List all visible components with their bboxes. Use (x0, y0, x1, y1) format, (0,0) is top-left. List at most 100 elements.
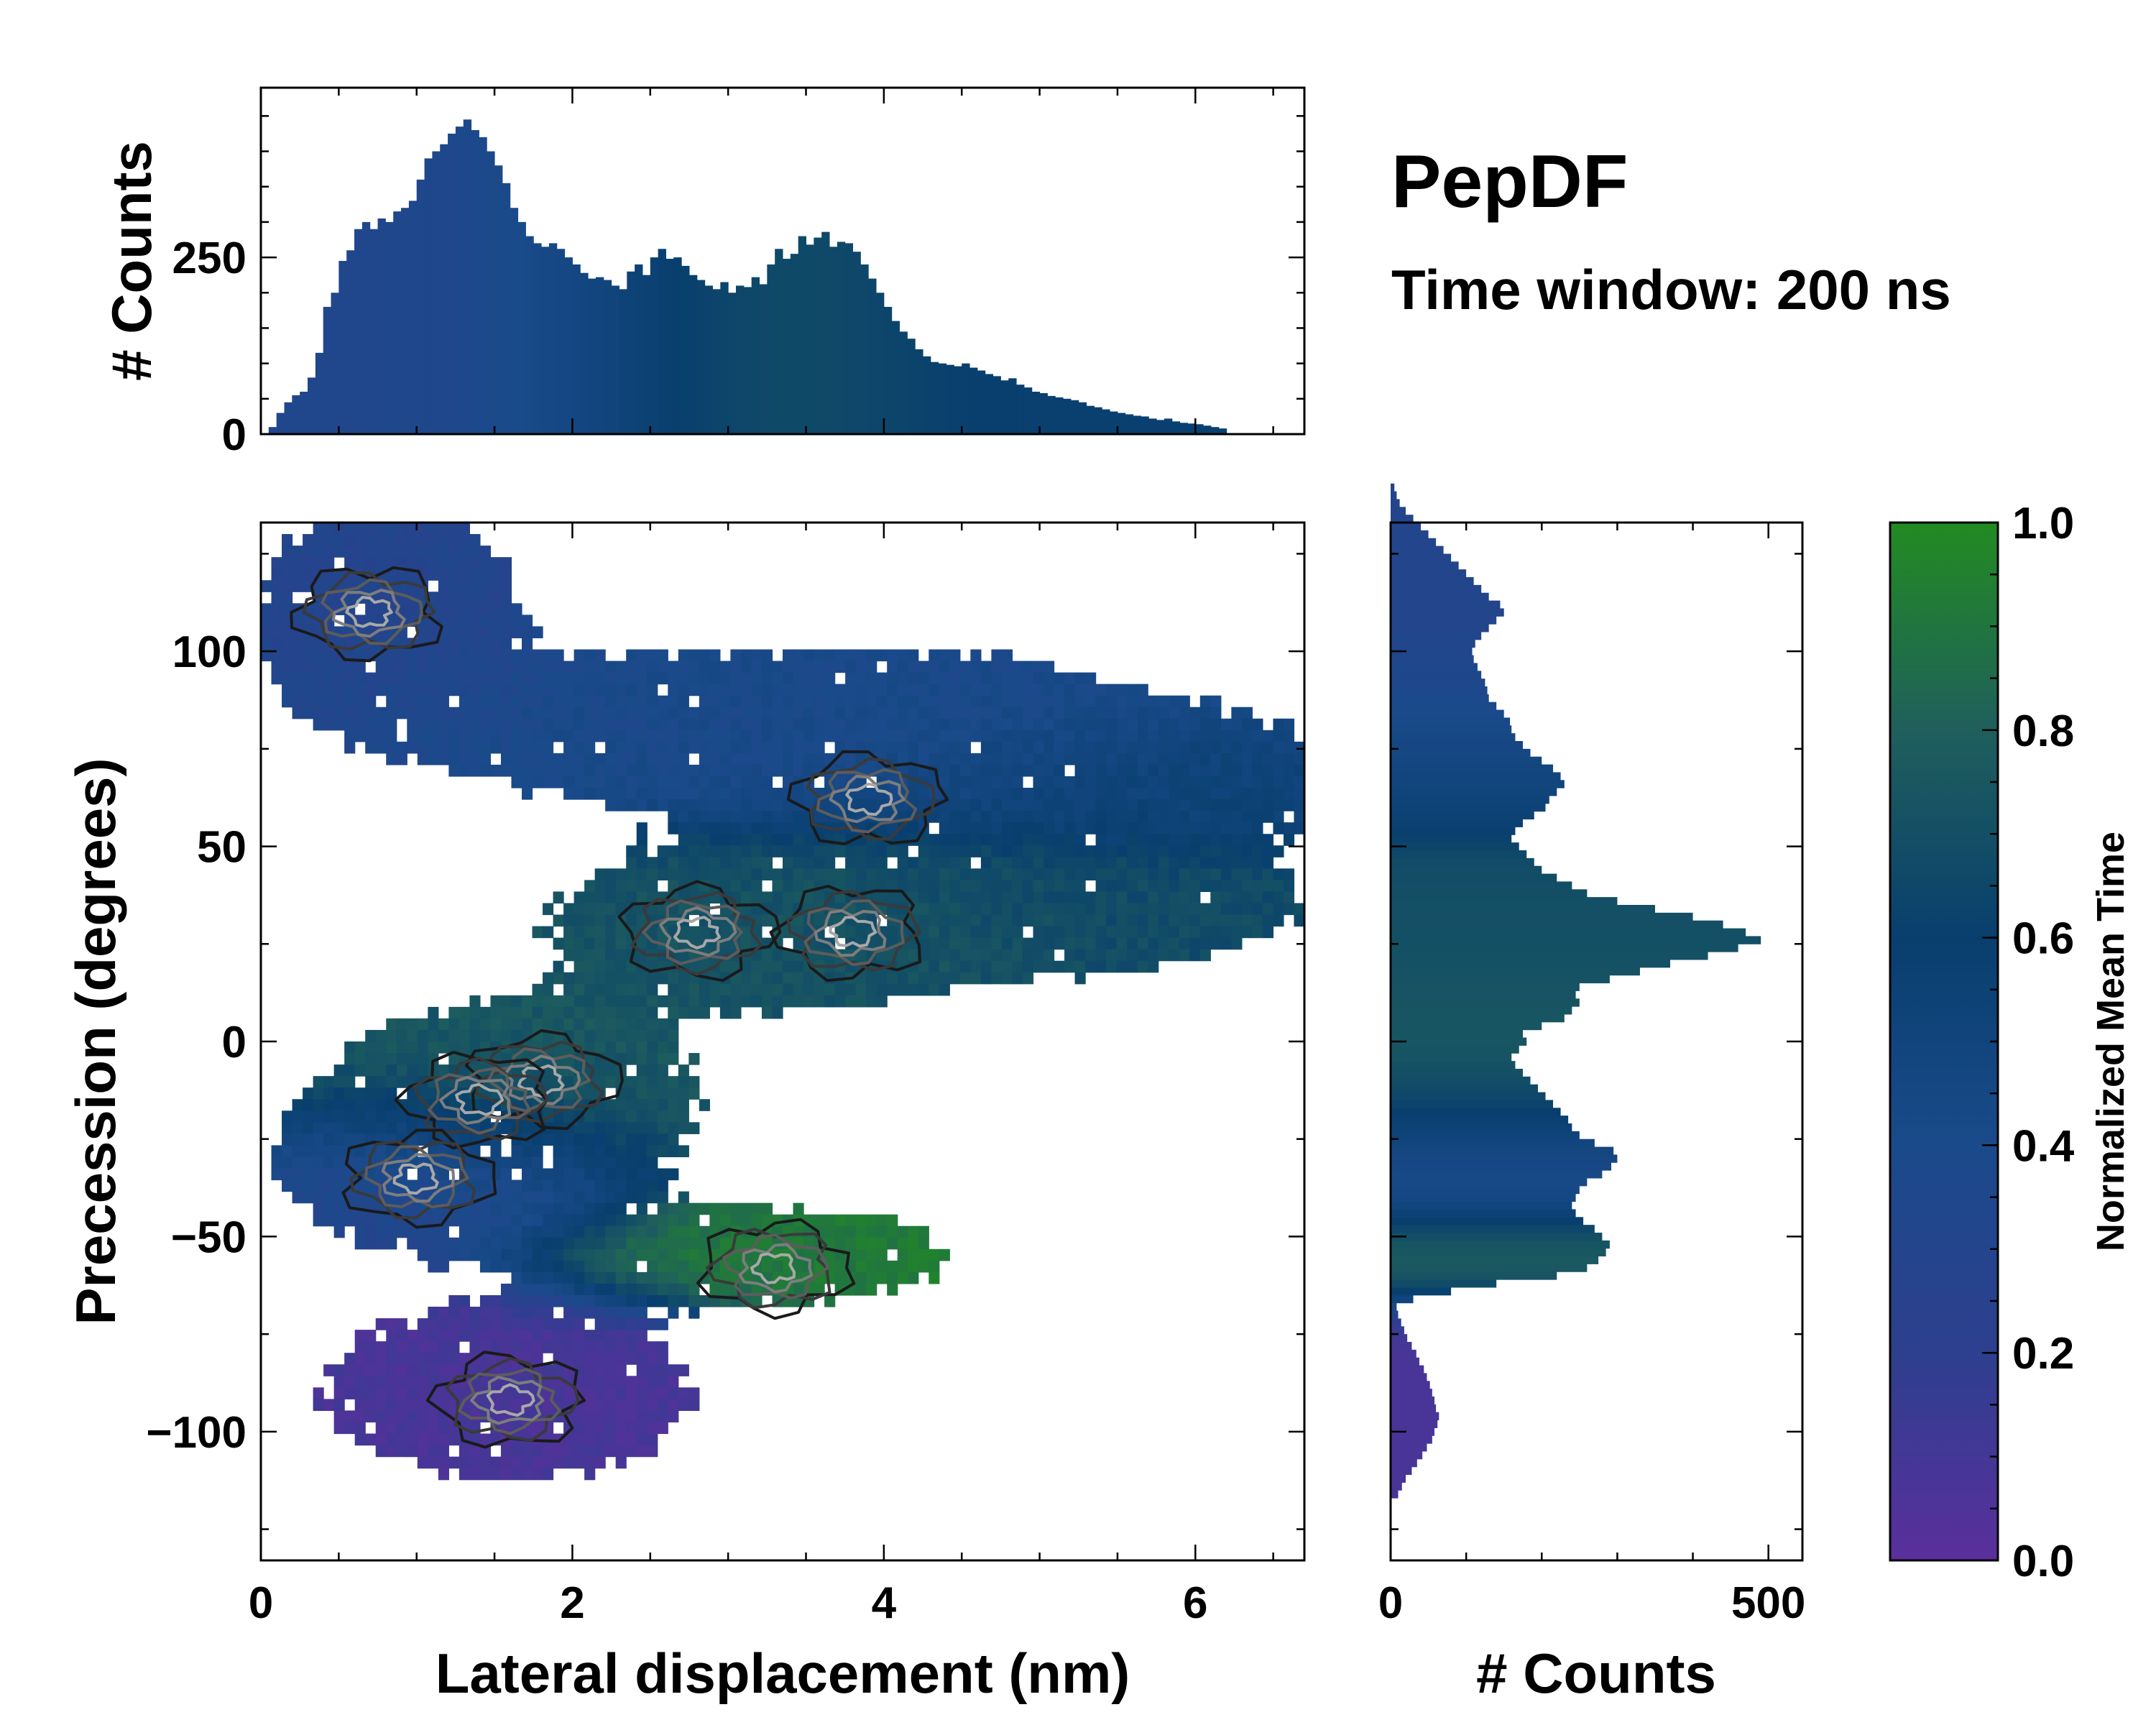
heatmap-cell (407, 672, 418, 685)
heatmap-cell (1137, 960, 1148, 973)
heatmap-cell (1001, 776, 1013, 788)
heatmap-cell (386, 1330, 397, 1342)
heatmap-cell (761, 1260, 773, 1273)
heatmap-cell (678, 1076, 689, 1088)
heatmap-cell (929, 707, 940, 719)
heatmap-cell (751, 672, 763, 685)
heatmap-cell (887, 1260, 898, 1273)
heatmap-cell (615, 1456, 627, 1469)
heatmap-cell (1273, 776, 1284, 788)
heatmap-cell (1210, 718, 1222, 731)
heatmap-cell (1252, 891, 1263, 904)
heatmap-cell (730, 741, 742, 754)
top-histogram-bar (985, 374, 994, 434)
heatmap-cell (469, 1318, 481, 1330)
heatmap-cell (626, 1145, 637, 1158)
heatmap-cell (678, 972, 689, 985)
heatmap-cell (344, 1410, 356, 1423)
heatmap-cell (407, 1399, 418, 1412)
heatmap-cell (573, 718, 585, 731)
heatmap-cell (354, 649, 366, 662)
heatmap-cell (636, 1179, 648, 1192)
heatmap-cell (876, 995, 888, 1008)
heatmap-cell (751, 649, 763, 662)
heatmap-cell (375, 707, 387, 719)
heatmap-cell (615, 695, 627, 708)
heatmap-cell (678, 1225, 689, 1238)
heatmap-cell (396, 1110, 407, 1123)
heatmap-cell (1074, 937, 1086, 950)
heatmap-cell (553, 1214, 564, 1227)
heatmap-cell (803, 845, 815, 857)
heatmap-cell (897, 1237, 908, 1250)
heatmap-cell (459, 523, 470, 535)
heatmap-cell (303, 1179, 314, 1192)
heatmap-cell (573, 1237, 585, 1250)
right-histogram-bar (1391, 1466, 1412, 1476)
heatmap-cell (1148, 695, 1159, 708)
heatmap-cell (1012, 914, 1023, 927)
heatmap-cell (1095, 891, 1107, 904)
heatmap-cell (438, 718, 449, 731)
heatmap-cell (719, 926, 731, 939)
heatmap-cell (887, 880, 898, 893)
heatmap-cell (668, 1041, 679, 1054)
heatmap-cell (959, 672, 971, 685)
heatmap-cell (1085, 707, 1097, 719)
heatmap-cell (553, 1179, 564, 1192)
heatmap-cell (1033, 811, 1044, 823)
heatmap-cell (1262, 811, 1274, 823)
heatmap-cell (584, 1214, 596, 1227)
heatmap-cell (1262, 834, 1274, 846)
heatmap-cell (1085, 799, 1097, 811)
heatmap-cell (918, 891, 929, 904)
heatmap-cell (333, 534, 345, 546)
right-histogram-bar (1391, 1021, 1542, 1031)
heatmap-cell (908, 649, 919, 662)
heatmap-cell (563, 718, 575, 731)
heatmap-cell (1001, 730, 1013, 742)
heatmap-cell (375, 684, 387, 696)
heatmap-cell (939, 903, 950, 916)
heatmap-cell (584, 1353, 596, 1365)
heatmap-cell (783, 707, 794, 719)
heatmap-cell (333, 1110, 345, 1123)
heatmap-cell (573, 1179, 585, 1192)
heatmap-cell (386, 546, 397, 558)
heatmap-cell (553, 1248, 564, 1261)
heatmap-cell (793, 972, 804, 985)
heatmap-cell (949, 684, 961, 696)
heatmap-cell (1127, 903, 1138, 916)
heatmap-cell (657, 776, 668, 788)
heatmap-cell (605, 684, 617, 696)
heatmap-cell (365, 695, 377, 708)
heatmap-cell (751, 799, 763, 811)
heatmap-cell (1074, 914, 1086, 927)
heatmap-cell (490, 1330, 502, 1342)
heatmap-cell (1158, 776, 1169, 788)
heatmap-cell (855, 983, 867, 996)
heatmap-cell (407, 1353, 418, 1365)
heatmap-cell (793, 649, 804, 662)
heatmap-cell (522, 1179, 533, 1192)
heatmap-cell (594, 1376, 606, 1388)
heatmap-cell (428, 661, 439, 673)
heatmap-cell (553, 661, 564, 673)
heatmap-cell (386, 1376, 397, 1388)
heatmap-cell (772, 880, 783, 893)
top-histogram-bar (650, 257, 659, 434)
heatmap-cell (636, 1399, 648, 1412)
heatmap-cell (522, 1283, 533, 1296)
top-histogram-bar (720, 282, 729, 434)
heatmap-cell (584, 718, 596, 731)
top-histogram-bar (775, 249, 783, 434)
heatmap-cell (417, 1364, 428, 1376)
heatmap-cell (1022, 695, 1034, 708)
heatmap-cell (949, 695, 961, 708)
heatmap-cell (584, 741, 596, 754)
heatmap-cell (490, 1018, 502, 1031)
heatmap-cell (1074, 730, 1086, 742)
heatmap-cell (918, 834, 929, 846)
heatmap-cell (511, 615, 522, 627)
heatmap-cell (407, 741, 418, 754)
